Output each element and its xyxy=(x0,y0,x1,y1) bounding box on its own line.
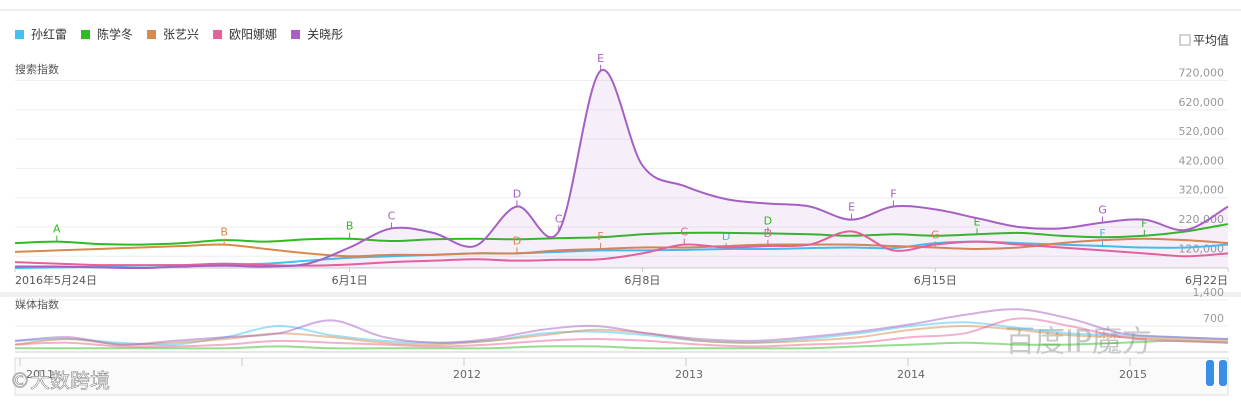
y-tick-label: 620,000 xyxy=(1179,96,1225,109)
x-tick-label: 6月8日 xyxy=(624,274,660,287)
timeline-handle[interactable] xyxy=(1219,360,1227,386)
x-tick-label: 6月22日 xyxy=(1185,274,1228,287)
marker-label: E xyxy=(597,52,604,65)
marker-label: C xyxy=(388,209,396,222)
series-line xyxy=(14,230,1229,267)
x-tick-label: 2016年5月24日 xyxy=(15,273,97,287)
series-line xyxy=(14,317,1229,348)
marker-label: F xyxy=(890,187,896,200)
marker-label: B xyxy=(220,226,228,239)
series-line xyxy=(15,339,1229,350)
series-line xyxy=(14,237,1229,258)
marker-label: C xyxy=(555,212,563,225)
y-label: 搜索指数 xyxy=(15,62,59,76)
marker-label: F xyxy=(597,230,603,243)
marker-label: D xyxy=(722,230,730,243)
legend-item[interactable]: 张艺兴 xyxy=(147,28,199,42)
legend-swatch xyxy=(81,30,91,39)
marker-label: D xyxy=(513,234,521,247)
marker-label: B xyxy=(346,220,354,233)
year-label: 2015 xyxy=(1119,368,1147,381)
timeline-years: 201120122013201420152016 xyxy=(19,358,1147,381)
legend-item[interactable]: 陈学冬 xyxy=(81,27,133,42)
marker-label: E xyxy=(848,201,855,214)
series-line xyxy=(14,308,1229,346)
marker-label: G xyxy=(931,228,940,241)
legend-label: 孙红雷 xyxy=(31,27,67,42)
y-label: 媒体指数 xyxy=(15,297,59,311)
year-label: 2012 xyxy=(453,368,481,381)
marker-label: A xyxy=(53,223,61,236)
series-line xyxy=(14,223,1229,246)
year-label: 2013 xyxy=(675,368,703,381)
year-label: 2014 xyxy=(897,368,925,381)
average-toggle[interactable]: 平均值 xyxy=(1193,33,1229,48)
marker-label: C xyxy=(680,226,688,239)
marker-label: D xyxy=(764,214,772,227)
marker-label: G xyxy=(1098,204,1107,217)
series-line xyxy=(14,69,1229,270)
x-tick-label: 6月15日 xyxy=(914,274,957,287)
series-line xyxy=(14,324,1229,346)
legend-label: 陈学冬 xyxy=(97,27,133,42)
y-tick-label: 520,000 xyxy=(1179,125,1225,138)
legend-item[interactable]: 欧阳娜娜 xyxy=(213,28,277,42)
marker-label: E xyxy=(974,215,981,228)
marker-label: F xyxy=(1099,227,1105,240)
timeline[interactable] xyxy=(14,357,1229,396)
y-tick-label: 700 xyxy=(1203,312,1224,325)
legend-swatch xyxy=(291,30,301,39)
timeline-handle[interactable] xyxy=(1206,360,1214,386)
y-tick-label: 420,000 xyxy=(1179,154,1225,167)
separator xyxy=(0,292,1241,297)
legend-swatch xyxy=(147,30,157,39)
legend-label: 欧阳娜娜 xyxy=(229,28,277,42)
marker-label: F xyxy=(1141,217,1147,230)
y-tick-label: 320,000 xyxy=(1179,184,1225,197)
watermark: ©大数跨境 xyxy=(10,369,110,393)
y-tick-label: 1,400 xyxy=(1193,286,1225,299)
x-tick-label: 6月1日 xyxy=(332,274,368,287)
legend-swatch xyxy=(15,30,24,39)
checkbox[interactable] xyxy=(1179,34,1191,46)
y-tick-label: 720,000 xyxy=(1179,67,1225,80)
legend-item[interactable]: 孙红雷 xyxy=(15,27,67,42)
marker-label: D xyxy=(764,227,772,240)
marker-label: D xyxy=(513,187,521,200)
legend-swatch xyxy=(213,30,223,39)
year-label: 2011 xyxy=(26,368,54,381)
legend-label: 张艺兴 xyxy=(163,28,199,42)
legend-item[interactable]: 关晓彤 xyxy=(291,28,343,42)
area xyxy=(15,69,1228,269)
legend-label: 关晓彤 xyxy=(307,28,343,42)
